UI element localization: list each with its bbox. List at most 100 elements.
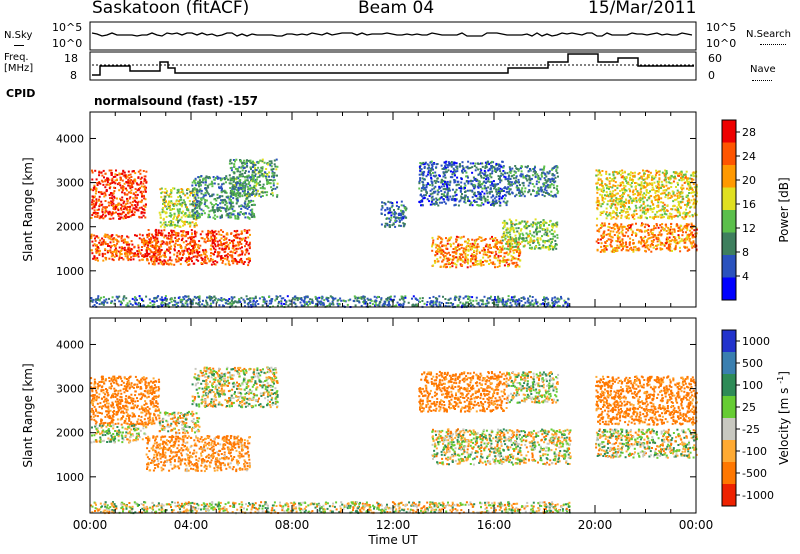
data-cell (140, 249, 143, 251)
data-cell (208, 231, 211, 234)
data-cell (660, 226, 663, 229)
data-cell (601, 195, 603, 198)
data-cell (250, 214, 253, 216)
data-cell (159, 243, 162, 246)
data-cell (206, 236, 209, 239)
data-cell (123, 171, 126, 174)
data-cell (666, 187, 669, 190)
data-cell (110, 238, 113, 241)
data-cell (632, 193, 635, 196)
data-cell (238, 254, 241, 257)
data-cell (106, 181, 109, 184)
data-cell (403, 207, 406, 210)
data-cell (642, 210, 645, 213)
data-cell (251, 210, 254, 213)
data-cell (423, 162, 426, 165)
data-cell (176, 215, 179, 218)
data-cell (488, 201, 491, 204)
data-cell (655, 236, 658, 239)
data-cell (213, 214, 216, 217)
data-cell (205, 233, 208, 236)
data-cell (216, 208, 219, 211)
data-cell (122, 187, 125, 190)
data-cell (249, 233, 251, 236)
data-cell (110, 214, 113, 217)
data-cell (261, 185, 264, 188)
data-cell (481, 165, 484, 168)
data-cell (494, 183, 497, 186)
data-cell (259, 174, 262, 177)
data-cell (596, 217, 599, 220)
data-cell (203, 252, 206, 255)
data-cell (242, 185, 245, 187)
data-cell (519, 252, 522, 255)
data-cell (426, 182, 429, 184)
data-cell (606, 187, 608, 190)
data-cell (481, 162, 484, 165)
data-cell (622, 247, 624, 250)
data-cell (660, 229, 663, 232)
data-cell (108, 169, 111, 172)
data-cell (608, 222, 611, 225)
data-cell (219, 215, 222, 218)
data-cell (120, 216, 123, 219)
data-cell (255, 193, 258, 196)
data-cell (231, 241, 234, 243)
data-cell (204, 248, 207, 251)
data-cell (234, 234, 237, 237)
data-cell (111, 177, 114, 180)
data-cell (483, 195, 486, 198)
data-cell (94, 211, 97, 214)
data-cell (536, 237, 539, 240)
data-cell (188, 247, 190, 250)
data-cell (229, 206, 232, 209)
data-cell (495, 190, 498, 193)
data-cell (133, 199, 136, 202)
data-cell (160, 262, 163, 265)
data-cell (622, 234, 625, 237)
data-cell (101, 203, 104, 206)
data-cell (118, 202, 121, 205)
data-cell (647, 232, 650, 234)
data-cell (471, 238, 474, 241)
data-cell (109, 246, 112, 249)
data-cell (181, 201, 184, 204)
data-cell (505, 259, 507, 262)
data-cell (464, 252, 467, 255)
data-cell (242, 181, 245, 184)
data-cell (393, 213, 396, 216)
data-cell (194, 198, 197, 201)
data-cell (108, 187, 111, 190)
data-cell (553, 181, 556, 184)
data-cell (498, 200, 501, 203)
data-cell (229, 167, 232, 170)
data-cell (609, 243, 612, 246)
data-cell (485, 243, 488, 246)
freq-panel (89, 51, 697, 81)
data-cell (513, 257, 516, 260)
data-cell (515, 239, 518, 242)
data-cell (599, 238, 602, 241)
data-cell (211, 229, 214, 232)
data-cell (451, 262, 454, 265)
data-cell (488, 263, 490, 265)
data-cell (101, 174, 104, 177)
data-cell (231, 255, 234, 258)
data-cell (480, 176, 483, 179)
data-cell (546, 227, 549, 230)
data-cell (444, 176, 447, 179)
data-cell (260, 195, 262, 198)
data-cell (487, 186, 490, 189)
data-cell (216, 204, 219, 206)
data-cell (650, 240, 653, 242)
data-cell (110, 204, 113, 207)
data-cell (499, 164, 502, 167)
data-cell (91, 201, 94, 204)
data-cell (660, 216, 663, 219)
data-cell (616, 227, 619, 230)
data-cell (250, 193, 253, 196)
data-cell (495, 162, 498, 165)
data-cell (95, 251, 98, 254)
data-cell (529, 236, 532, 239)
data-cell (258, 183, 261, 186)
